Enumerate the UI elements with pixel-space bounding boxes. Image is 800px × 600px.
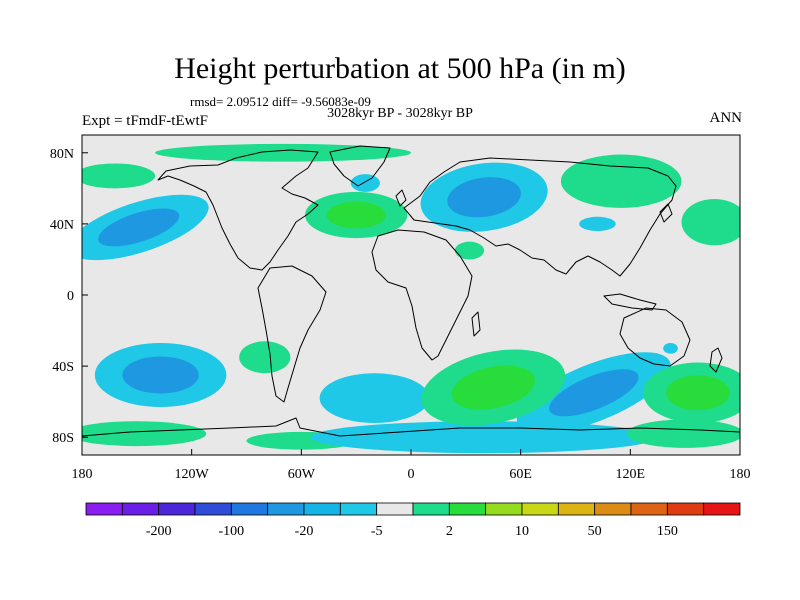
lon-tick-label-3: 0	[408, 467, 415, 482]
lon-tick-label-0: 180	[72, 467, 93, 482]
colorbar-label-7: 150	[657, 524, 678, 539]
negative-anomaly-4	[350, 174, 380, 192]
colorbar-swatch-15	[630, 502, 668, 516]
positive-anomaly-9	[681, 199, 740, 246]
colorbar-swatch-9	[412, 502, 450, 516]
positive-anomaly-core-17	[451, 365, 535, 410]
positive-anomaly-6	[454, 241, 485, 260]
positive-anomaly-19	[626, 419, 740, 448]
coastline-eurasia	[403, 157, 677, 277]
lat-tick-label-0: 80N	[50, 147, 74, 162]
experiment-label: Expt = tFmdF-tEwtF	[82, 113, 208, 129]
colorbar-swatch-1	[121, 502, 160, 516]
lat-tick-label-4: 80S	[52, 431, 74, 446]
coastline-british-isles	[395, 189, 407, 207]
coastline-south-america	[257, 265, 327, 403]
positive-anomaly-core-3	[326, 201, 386, 229]
lat-tick-label-2: 0	[67, 289, 74, 304]
coastline-indonesia	[603, 293, 657, 311]
coastline-madagascar	[471, 311, 481, 337]
negative-anomaly-core-5	[447, 177, 521, 218]
colorbar-label-0: -200	[146, 524, 172, 539]
colorbar-swatch-14	[594, 502, 632, 516]
colorbar-swatch-8	[376, 502, 414, 516]
negative-anomaly-core-10	[122, 356, 199, 394]
colorbar-label-3: -5	[371, 524, 383, 539]
coastline-antarctica	[82, 417, 740, 437]
map-title: Height perturbation at 500 hPa (in m)	[174, 52, 626, 85]
positive-anomaly-12	[82, 421, 207, 447]
coastline-japan	[659, 203, 673, 223]
positive-anomaly-core-18	[666, 375, 730, 411]
lon-tick-label-6: 180	[730, 467, 751, 482]
negative-anomaly-14	[319, 373, 430, 423]
colorbar-swatch-6	[303, 502, 341, 516]
negative-anomaly-core-16	[549, 369, 639, 417]
colorbar-swatch-12	[521, 502, 559, 516]
lon-tick-label-5: 120E	[616, 467, 646, 482]
time-period-label: 3028kyr BP - 3028kyr BP	[327, 106, 473, 121]
coastlines	[82, 145, 740, 437]
colorbar-swatch-4	[230, 502, 269, 516]
colorbar-label-2: -20	[295, 524, 314, 539]
colorbar-label-5: 10	[515, 524, 529, 539]
coastline-greenland	[329, 145, 391, 187]
lat-tick-label-1: 40N	[50, 218, 74, 233]
coastline-australia	[619, 307, 691, 367]
colorbar-swatch-16	[666, 502, 705, 516]
negative-anomaly-20	[663, 343, 678, 354]
colorbar-label-1: -100	[218, 524, 244, 539]
coastline-north-america	[157, 149, 319, 271]
colorbar: -200 -100 -20 -5 2 10 50 150	[85, 502, 741, 539]
map-axes: 180 120W 60W 0 60E 120E 180 80N 40N 0 40S 80S	[50, 147, 751, 482]
negative-anomaly-15	[310, 421, 658, 454]
colorbar-label-6: 50	[588, 524, 602, 539]
season-label: ANN	[709, 110, 743, 126]
colorbar-swatch-3	[194, 502, 232, 516]
rmsd-diff-stats: rmsd= 2.09512 diff= -9.56083e-09	[190, 94, 371, 109]
negative-anomaly-7	[579, 216, 616, 231]
map-panel	[81, 134, 741, 456]
anomaly-contours	[82, 143, 740, 454]
colorbar-swatch-5	[267, 502, 305, 516]
colorbar-swatch-11	[485, 502, 523, 516]
lon-tick-label-4: 60E	[509, 467, 532, 482]
colorbar-swatch-7	[339, 502, 378, 516]
positive-anomaly-1	[82, 163, 156, 189]
colorbar-swatch-2	[158, 502, 196, 516]
colorbar-label-4: 2	[446, 524, 453, 539]
coastline-africa	[371, 229, 473, 361]
coastline-new-zealand	[709, 347, 723, 373]
positive-anomaly-8	[560, 154, 682, 208]
colorbar-swatch-0	[85, 502, 123, 516]
colorbar-swatch-17	[703, 502, 741, 516]
colorbar-swatch-13	[557, 502, 596, 516]
negative-anomaly-core-0	[98, 208, 180, 247]
lat-tick-label-3: 40S	[52, 360, 74, 375]
lon-tick-label-2: 60W	[288, 467, 316, 482]
lon-tick-label-1: 120W	[175, 467, 210, 482]
colorbar-swatch-10	[448, 502, 487, 516]
positive-anomaly-11	[239, 341, 291, 374]
